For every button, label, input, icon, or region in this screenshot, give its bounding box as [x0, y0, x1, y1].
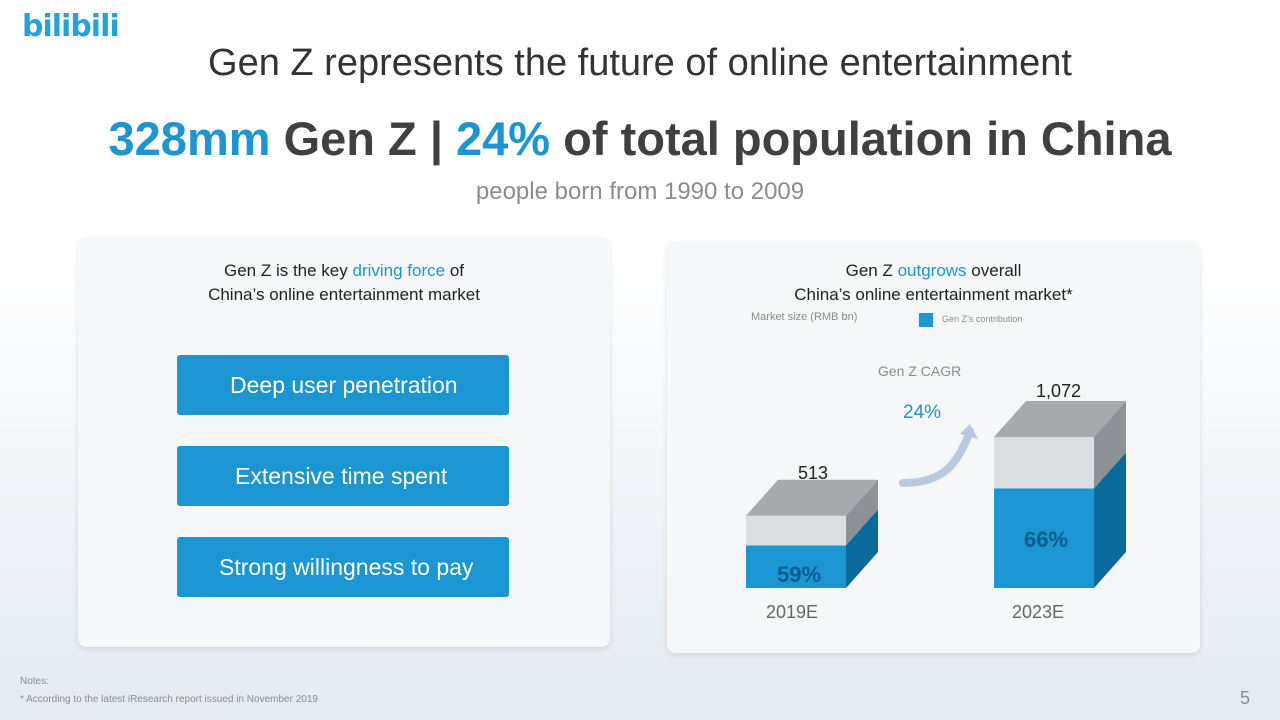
page-number: 5	[1240, 688, 1251, 708]
headline: 328mm Gen Z | 24% of total population in…	[0, 115, 1280, 162]
heading-line2: China’s online entertainment market*	[794, 285, 1073, 304]
total-label-2023: 1,072	[1036, 381, 1082, 401]
other-bar-side-2019e	[846, 479, 878, 546]
share-label-2023: 66%	[1024, 527, 1069, 552]
bar-chart	[746, 401, 1126, 588]
bar-top-2023e	[994, 401, 1126, 437]
notes-text: * According to the latest iResearch repo…	[20, 694, 318, 705]
share-label-2019: 59%	[777, 562, 822, 587]
other-bar-side-2023e	[1094, 401, 1126, 489]
cagr-label: Gen Z CAGR	[878, 363, 962, 379]
deep-user-penetration-button[interactable]: Deep user penetration	[177, 355, 509, 415]
heading-text: Gen Z	[845, 261, 898, 280]
heading-text: of	[445, 261, 464, 280]
category-label-2023: 2023E	[1012, 602, 1065, 622]
strong-willingness-to-pay-button[interactable]: Strong willingness to pay	[177, 537, 509, 597]
headline-rest: of total population in China	[550, 112, 1172, 165]
bilibili-logo: bilibili	[22, 9, 120, 44]
genz-bar-front-2019e	[746, 545, 846, 588]
category-label-2019: 2019E	[766, 602, 819, 622]
cagr-arrow	[899, 427, 974, 487]
driving-force-card: Gen Z is the key driving force of China’…	[78, 237, 610, 647]
headline-number: 328mm	[108, 112, 271, 165]
cagr-value: 24%	[903, 402, 942, 423]
headline-mid: Gen Z |	[270, 112, 457, 165]
subheadline: people born from 1990 to 2009	[475, 178, 805, 205]
notes-label: Notes:	[20, 676, 49, 687]
legend-genz-swatch	[919, 313, 933, 327]
driving-force-heading: Gen Z is the key driving force of China’…	[78, 259, 610, 307]
market-growth-heading: Gen Z outgrows overall China’s online en…	[667, 259, 1200, 307]
genz-bar-side-2019e	[846, 509, 878, 588]
extensive-time-spent-button[interactable]: Extensive time spent	[177, 446, 509, 506]
genz-bar-side-2023e	[1094, 452, 1126, 588]
heading-text: overall	[966, 261, 1022, 280]
heading-text: Gen Z is the key	[223, 261, 353, 280]
other-bar-front-2023e	[994, 437, 1094, 489]
slide-title: Gen Z represents the future of online en…	[208, 42, 1072, 84]
genz-bar-front-2023e	[994, 488, 1094, 588]
legend-market-size: Market size (RMB bn)	[751, 311, 858, 323]
heading-highlight: outgrows	[897, 261, 967, 280]
legend-genz-contribution: Gen Z’s contribution	[942, 314, 1023, 324]
other-bar-front-2019e	[746, 515, 846, 546]
bar-top-2019e	[746, 479, 878, 516]
heading-highlight: driving force	[352, 261, 446, 280]
heading-line2: China’s online entertainment market	[208, 285, 480, 304]
total-label-2019: 513	[798, 463, 829, 483]
cagr-arrow-head	[960, 424, 978, 439]
market-growth-card: Gen Z outgrows overall China’s online en…	[667, 241, 1200, 653]
headline-percent: 24%	[456, 112, 551, 165]
